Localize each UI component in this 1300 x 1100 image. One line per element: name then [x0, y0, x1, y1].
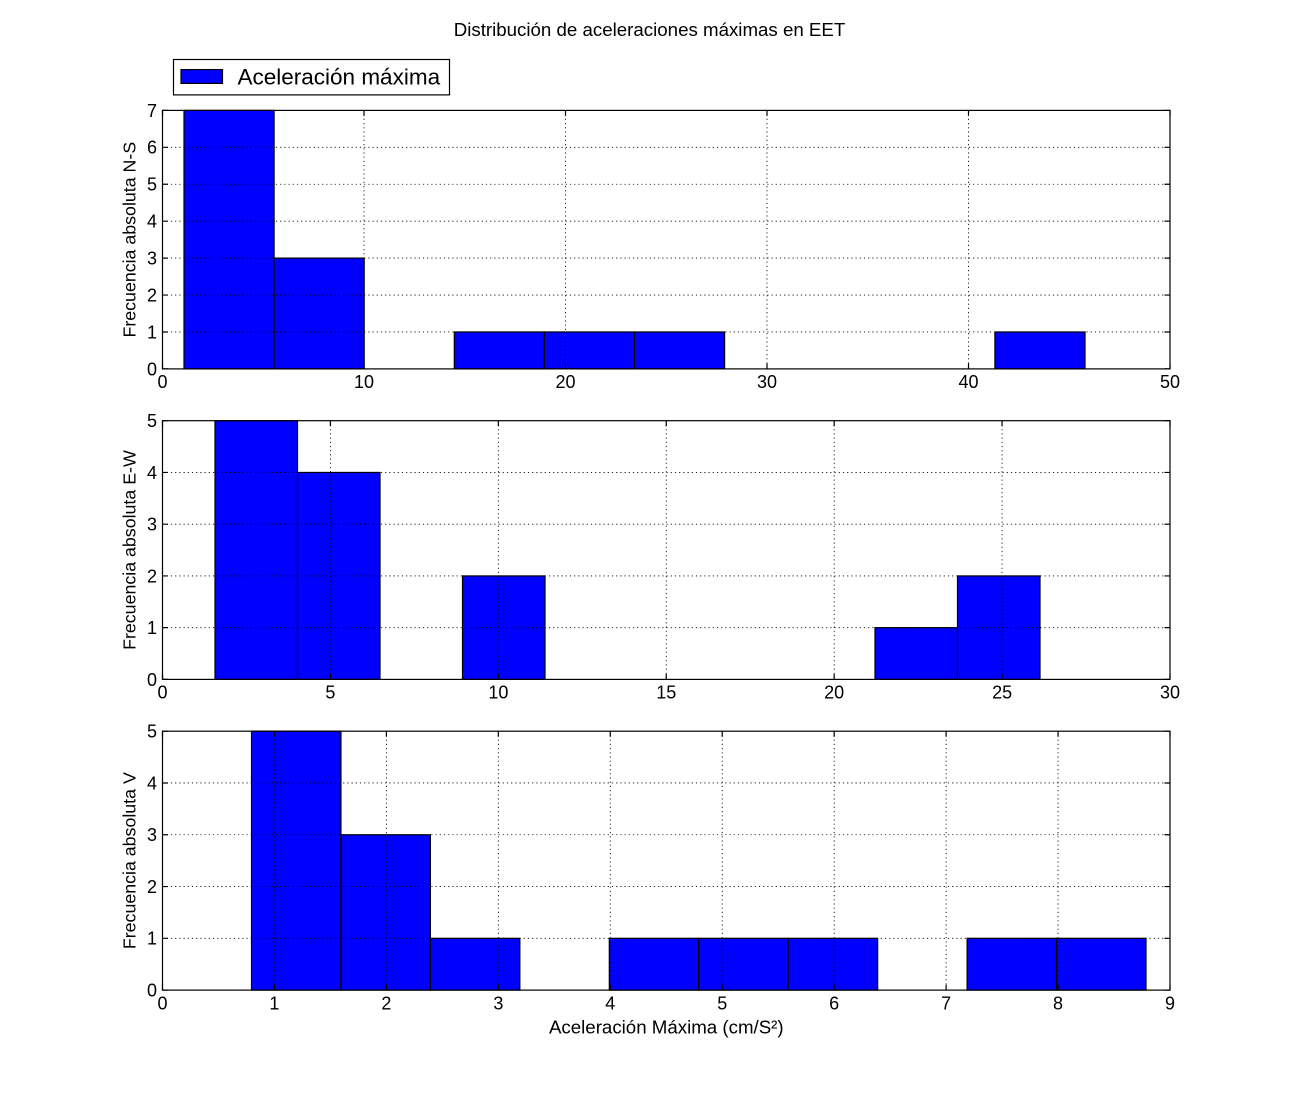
- svg-text:2: 2: [147, 877, 157, 897]
- svg-text:8: 8: [1053, 993, 1063, 1013]
- svg-text:0: 0: [157, 372, 167, 392]
- svg-text:5: 5: [147, 411, 157, 431]
- svg-text:0: 0: [157, 683, 167, 703]
- svg-text:40: 40: [958, 372, 978, 392]
- svg-text:5: 5: [147, 175, 157, 195]
- svg-text:6: 6: [829, 993, 839, 1013]
- svg-text:4: 4: [605, 993, 615, 1013]
- svg-text:0: 0: [147, 670, 157, 690]
- svg-text:1: 1: [269, 993, 279, 1013]
- svg-text:5: 5: [325, 683, 335, 703]
- svg-text:7: 7: [941, 993, 951, 1013]
- svg-text:7: 7: [147, 101, 157, 121]
- svg-text:6: 6: [147, 138, 157, 158]
- svg-text:50: 50: [1160, 372, 1180, 392]
- svg-text:3: 3: [147, 825, 157, 845]
- svg-text:15: 15: [656, 683, 676, 703]
- svg-text:1: 1: [147, 618, 157, 638]
- svg-text:5: 5: [717, 993, 727, 1013]
- svg-text:3: 3: [493, 993, 503, 1013]
- svg-text:0: 0: [147, 981, 157, 1001]
- svg-text:4: 4: [147, 773, 157, 793]
- svg-text:9: 9: [1165, 993, 1175, 1013]
- svg-text:3: 3: [147, 515, 157, 535]
- svg-text:Distribución de aceleraciones: Distribución de aceleraciones máximas en…: [454, 19, 846, 40]
- svg-text:10: 10: [488, 683, 508, 703]
- svg-text:2: 2: [147, 566, 157, 586]
- svg-text:25: 25: [992, 683, 1012, 703]
- svg-text:Aceleración máxima: Aceleración máxima: [238, 65, 441, 90]
- svg-text:10: 10: [354, 372, 374, 392]
- svg-text:0: 0: [157, 993, 167, 1013]
- svg-text:0: 0: [147, 359, 157, 379]
- svg-text:4: 4: [147, 463, 157, 483]
- svg-text:5: 5: [147, 722, 157, 742]
- svg-text:Frecuencia absoluta N-S: Frecuencia absoluta N-S: [120, 142, 140, 338]
- svg-text:1: 1: [147, 322, 157, 342]
- svg-text:2: 2: [381, 993, 391, 1013]
- svg-text:1: 1: [147, 929, 157, 949]
- svg-text:4: 4: [147, 212, 157, 232]
- svg-text:3: 3: [147, 249, 157, 269]
- svg-text:Aceleración Máxima (cm/S²): Aceleración Máxima (cm/S²): [549, 1017, 784, 1038]
- svg-text:2: 2: [147, 285, 157, 305]
- svg-text:30: 30: [757, 372, 777, 392]
- svg-text:Frecuencia absoluta E-W: Frecuencia absoluta E-W: [120, 450, 140, 650]
- svg-text:20: 20: [824, 683, 844, 703]
- svg-text:Frecuencia absoluta V: Frecuencia absoluta V: [120, 772, 140, 949]
- svg-text:20: 20: [555, 372, 575, 392]
- svg-text:30: 30: [1160, 683, 1180, 703]
